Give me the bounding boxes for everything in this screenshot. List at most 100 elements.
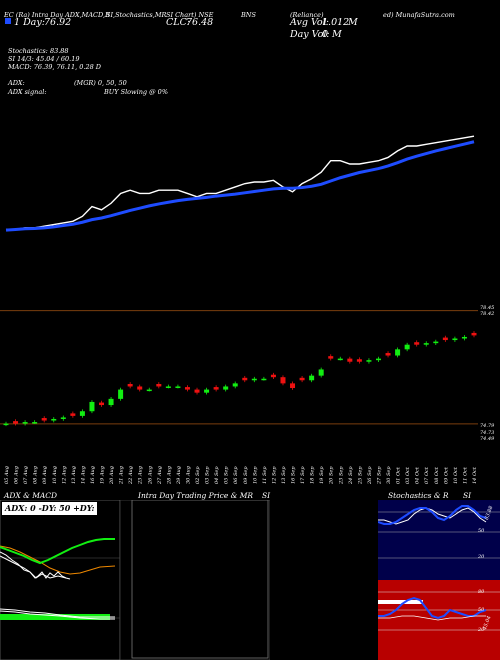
- candle: [423, 341, 429, 347]
- candle: [156, 382, 162, 389]
- candle: [213, 385, 219, 392]
- x-tick-label: 27 Sep: [376, 466, 382, 485]
- candle: [442, 335, 448, 342]
- x-tick-label: 24 Sep: [348, 466, 354, 485]
- candle: [433, 339, 439, 345]
- avg-vol-value: 1.012: [322, 17, 350, 28]
- x-tick-label: 05 Aug: [4, 466, 10, 484]
- candle: [471, 331, 477, 338]
- candle: [309, 373, 315, 383]
- x-tick-label: 14 Aug: [80, 466, 86, 484]
- adx-panel-title: ADX & MACD: [4, 491, 58, 500]
- candle: [146, 387, 152, 392]
- x-tick-label: 07 Aug: [23, 466, 29, 484]
- day-value: 76.92: [44, 17, 72, 28]
- candle: [118, 387, 124, 401]
- x-tick-label: 20 Sep: [329, 466, 335, 485]
- x-tick-label: 25 Sep: [357, 466, 363, 485]
- x-tick-label: 19 Sep: [319, 466, 325, 484]
- price-label-top-2: 78.42: [480, 311, 495, 317]
- x-tick-label: 29 Aug: [176, 466, 182, 485]
- candle: [137, 384, 143, 392]
- candle: [223, 384, 229, 392]
- candle: [60, 415, 66, 421]
- x-tick-label: 08 Aug: [33, 466, 39, 484]
- candle: [194, 387, 200, 395]
- x-tick-label: 27 Aug: [157, 466, 163, 485]
- candle: [99, 400, 105, 407]
- header-symbol: BNS: [241, 11, 256, 19]
- price-label-top-1: 78.45: [480, 305, 495, 311]
- stoch-panel-title-right: SI: [463, 491, 472, 500]
- ema-line: [5, 140, 475, 232]
- x-tick-label: 19 Aug: [100, 466, 106, 484]
- candle: [41, 416, 47, 423]
- header-title-1: EC (Ra) Intra Day ADX,MACD,B: [4, 11, 110, 19]
- x-tick-label: 10 Oct: [453, 466, 459, 484]
- candle: [3, 421, 9, 427]
- rsi-label-20: 20: [478, 627, 485, 633]
- x-tick-label: 16 Aug: [90, 466, 96, 484]
- candle: [32, 420, 38, 424]
- x-tick-label: 12 Sep: [271, 466, 277, 484]
- candles: [3, 331, 477, 427]
- candle: [108, 397, 114, 407]
- x-tick-label: 11 Oct: [462, 466, 468, 484]
- buy-signal: BUY Slowing @ 0%: [104, 88, 168, 96]
- candle: [404, 342, 410, 352]
- header-title-3: SI Chart) NSE: [166, 11, 214, 19]
- stochastics-readout: Stochastics: 83.88: [8, 47, 69, 55]
- stoch-panel-title: Stochastics & R: [388, 491, 449, 500]
- macd-readout: MACD: 76.39, 76.11, 0.28 D: [8, 63, 102, 71]
- clc-label: CLC:: [166, 17, 191, 28]
- x-tick-label: 12 Aug: [61, 466, 67, 484]
- x-tick-label: 09 Sep: [243, 466, 249, 484]
- x-tick-label: 17 Sep: [300, 466, 306, 484]
- candle: [366, 358, 372, 364]
- day-vol-label: Day Vol:: [290, 29, 330, 40]
- adx-readout-values: (MGR) 0, 50, 50: [74, 79, 127, 87]
- x-tick-label: 03 Sep: [205, 466, 211, 484]
- clc-value: 76.48: [186, 17, 214, 28]
- price-line: [6, 135, 475, 231]
- candle: [347, 356, 353, 364]
- x-tick-label: 28 Aug: [166, 466, 172, 485]
- candle: [13, 419, 19, 426]
- candle: [22, 420, 28, 426]
- x-tick-label: 21 Aug: [119, 466, 125, 485]
- candle: [270, 372, 276, 380]
- candle: [70, 411, 76, 418]
- price-label-bottom-2: 74.73: [480, 430, 495, 436]
- candle: [204, 387, 210, 395]
- adx-signal-label: ADX signal:: [8, 88, 47, 96]
- candle: [79, 409, 85, 418]
- candle: [184, 385, 190, 392]
- candle: [175, 384, 181, 389]
- ema-legend-swatch: [5, 18, 11, 24]
- adx-macd-panel: [0, 500, 120, 660]
- x-tick-label: 13 Aug: [71, 466, 77, 484]
- x-tick-label: 07 Oct: [424, 466, 430, 484]
- candle: [452, 336, 458, 342]
- x-tick-label: 01 Oct: [396, 466, 402, 484]
- x-tick-label: 30 Aug: [185, 466, 191, 484]
- x-tick-label: 18 Sep: [310, 466, 316, 484]
- main-price-chart: 05 Aug 06 Aug 07 Aug 08 Aug 09 Aug 10 Aug 12 A…: [0, 135, 478, 485]
- x-tick-label: 16 Sep: [291, 466, 297, 484]
- x-tick-label: 14 Oct: [472, 466, 478, 484]
- candle: [461, 335, 467, 341]
- price-label-bottom-1: 74.79: [480, 423, 495, 429]
- candle: [375, 356, 381, 363]
- adx-panel-label: ADX: 0 -DY: 50 +DY: 50: [5, 503, 109, 513]
- adx-label-box: [2, 502, 97, 515]
- x-tick-label: 30 Sep: [386, 466, 392, 484]
- stoch-rsi-panel: [378, 500, 500, 660]
- header-site: ed) MunafaSutra.com: [383, 11, 455, 19]
- rsi-label-80: 80: [478, 589, 485, 595]
- candle: [328, 354, 334, 361]
- avg-vol-label: Avg Vol:: [290, 17, 329, 28]
- x-tick-label: 04 Sep: [214, 466, 220, 484]
- x-tick-label: 20 Aug: [109, 466, 115, 485]
- x-tick-label: 09 Oct: [443, 466, 449, 484]
- mrsi-panel-title: Intra Day Trading Price & MR: [138, 491, 254, 500]
